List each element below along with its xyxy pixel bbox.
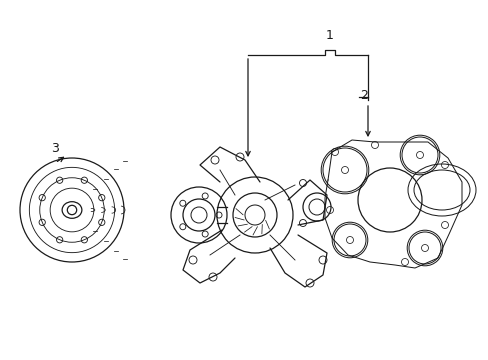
Text: 3: 3 <box>51 142 59 155</box>
Text: 1: 1 <box>325 29 333 42</box>
Text: 2: 2 <box>359 89 367 102</box>
